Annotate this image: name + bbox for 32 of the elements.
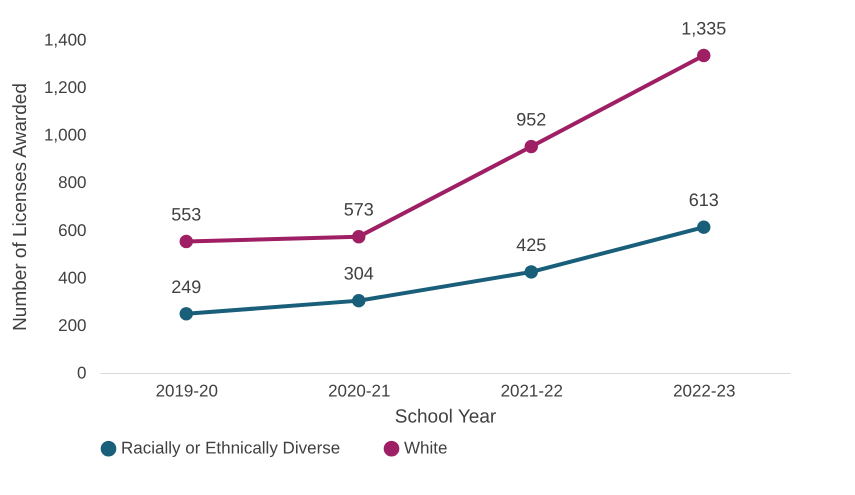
y-tick-label: 400 xyxy=(58,268,86,288)
y-tick-label: 800 xyxy=(58,173,86,192)
data-label: 553 xyxy=(171,204,202,224)
x-tick-label: 2021-22 xyxy=(500,382,563,400)
data-label: 249 xyxy=(171,276,202,297)
legend-label: White xyxy=(404,438,448,458)
y-tick-label: 1,400 xyxy=(44,30,86,50)
point xyxy=(180,307,193,320)
x-tick-label: 2019-20 xyxy=(156,382,218,400)
point xyxy=(180,234,193,248)
data-label: 425 xyxy=(516,234,546,255)
data-label: 613 xyxy=(688,190,719,210)
data-label: 304 xyxy=(344,264,374,284)
point xyxy=(352,294,366,308)
data-label: 573 xyxy=(344,200,374,220)
data-label: 952 xyxy=(516,110,546,130)
point xyxy=(697,220,710,234)
point xyxy=(352,230,366,244)
y-tick-label: 1,000 xyxy=(44,126,86,145)
y-axis-title: Number of Licenses Awarded xyxy=(10,83,31,331)
x-tick-label: 2020-21 xyxy=(328,382,390,400)
y-tick-label: 600 xyxy=(58,220,86,240)
legend-label: Racially or Ethnically Diverse xyxy=(121,438,340,458)
x-axis-title: School Year xyxy=(394,406,497,428)
point xyxy=(697,48,710,62)
y-tick-label: 1,200 xyxy=(44,78,86,98)
x-tick-label: 2022-23 xyxy=(673,382,736,400)
y-tick-label: 0 xyxy=(77,364,86,382)
point xyxy=(524,265,538,279)
point xyxy=(524,140,538,154)
y-tick-label: 200 xyxy=(58,316,86,335)
data-label: 1,335 xyxy=(681,18,726,38)
